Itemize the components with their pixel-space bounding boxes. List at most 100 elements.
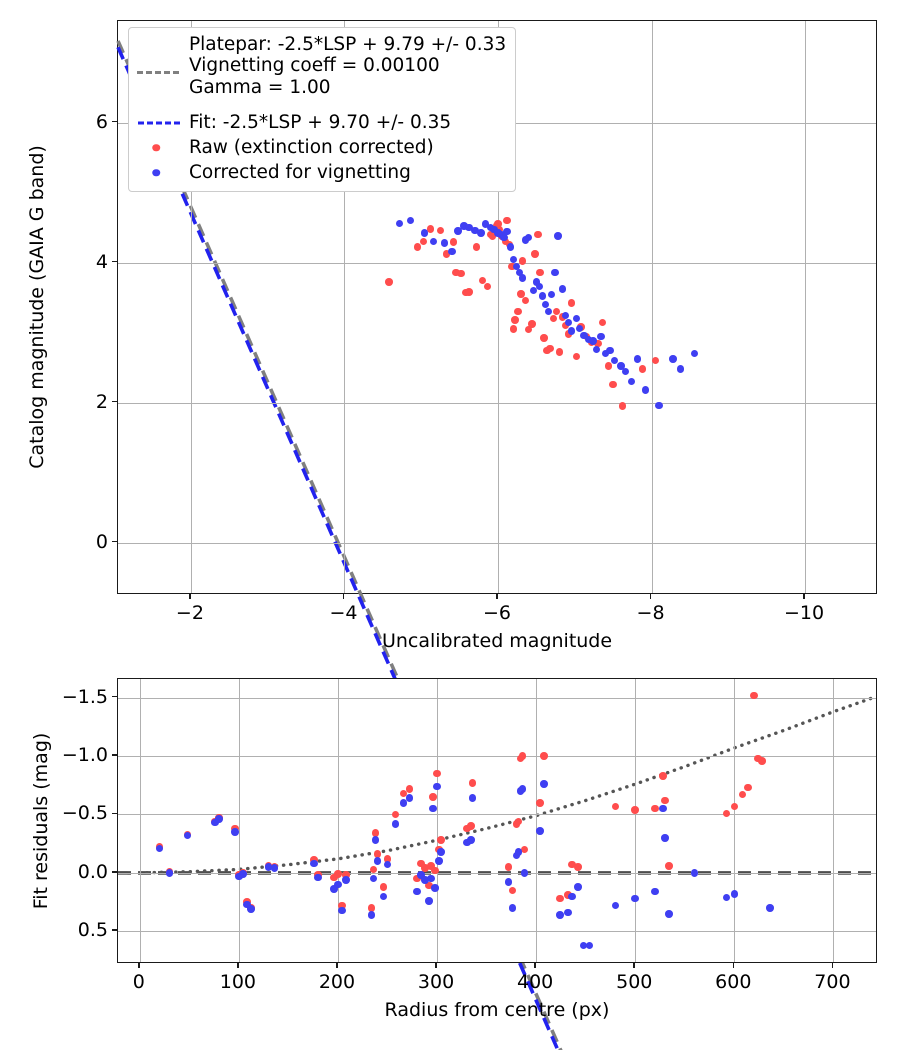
legend-key-raw bbox=[137, 138, 181, 158]
scatter-point bbox=[631, 806, 639, 814]
scatter-point bbox=[567, 327, 576, 335]
scatter-point bbox=[611, 802, 620, 811]
scatter-point bbox=[264, 863, 273, 871]
legend-label-platepar: Platepar: -2.5*LSP + 9.79 +/- 0.33 bbox=[189, 34, 507, 55]
tick-label-x: 400 bbox=[517, 971, 554, 993]
scatter-point bbox=[468, 794, 477, 802]
scatter-point bbox=[449, 238, 458, 246]
tick-label-x: 100 bbox=[219, 971, 257, 993]
tick-mark-y bbox=[112, 400, 117, 403]
scatter-point bbox=[621, 367, 630, 376]
scatter-point bbox=[514, 307, 522, 316]
tick-mark-x bbox=[496, 594, 498, 599]
legend-row-fit: Fit: -2.5*LSP + 9.70 +/- 0.35 bbox=[137, 110, 506, 135]
scatter-point bbox=[471, 226, 479, 235]
scatter-point bbox=[730, 802, 739, 811]
scatter-point bbox=[617, 362, 625, 370]
tick-label-x: −4 bbox=[329, 602, 358, 624]
tick-mark-x bbox=[137, 963, 140, 968]
scatter-point bbox=[638, 365, 647, 373]
gridline-vertical bbox=[498, 21, 499, 593]
legend-label-corrected: Corrected for vignetting bbox=[189, 161, 411, 183]
scatter-point bbox=[594, 339, 602, 348]
scatter-point bbox=[486, 223, 495, 232]
scatter-point bbox=[661, 834, 669, 842]
tick-mark-x bbox=[534, 963, 536, 968]
scatter-point bbox=[433, 769, 441, 778]
tick-label-x: 500 bbox=[616, 971, 653, 993]
scatter-point bbox=[310, 859, 318, 868]
scatter-point bbox=[437, 848, 445, 856]
scatter-point bbox=[405, 785, 414, 793]
gridline-vertical bbox=[238, 679, 240, 962]
tick-label-y: 0.0 bbox=[77, 860, 108, 883]
scatter-point bbox=[584, 335, 593, 344]
gridline-vertical bbox=[833, 679, 835, 962]
legend: Platepar: -2.5*LSP + 9.79 +/- 0.33 Vigne… bbox=[128, 27, 517, 192]
scatter-point bbox=[385, 278, 393, 286]
gridline-horizontal bbox=[118, 402, 876, 404]
scatter-point bbox=[535, 282, 544, 291]
scatter-point bbox=[431, 866, 439, 875]
scatter-point bbox=[463, 838, 471, 847]
gridline-vertical bbox=[734, 679, 736, 962]
scatter-point bbox=[665, 910, 673, 918]
scatter-point bbox=[758, 757, 766, 765]
scatter-point bbox=[529, 286, 538, 295]
scatter-point bbox=[722, 809, 731, 818]
scatter-point bbox=[651, 356, 660, 365]
scatter-dot-icon bbox=[152, 168, 160, 177]
scatter-point bbox=[633, 355, 642, 363]
scatter-point bbox=[508, 886, 517, 895]
scatter-point bbox=[738, 790, 746, 799]
tick-label-x: 700 bbox=[814, 971, 851, 993]
scatter-point bbox=[511, 316, 519, 324]
scatter-point bbox=[247, 905, 255, 913]
scatter-point bbox=[567, 299, 576, 307]
gridline-vertical bbox=[139, 679, 141, 962]
gridline-vertical bbox=[536, 679, 538, 962]
scatter-point bbox=[467, 836, 475, 844]
scatter-point bbox=[540, 752, 548, 760]
tick-mark-y bbox=[112, 812, 117, 815]
scatter-point bbox=[631, 894, 639, 903]
scatter-point bbox=[534, 230, 542, 239]
scatter-point bbox=[564, 908, 572, 917]
scatter-point bbox=[766, 904, 774, 912]
scatter-point bbox=[651, 887, 659, 896]
scatter-point bbox=[342, 871, 350, 879]
tick-label-x: −2 bbox=[175, 602, 204, 624]
scatter-point bbox=[597, 332, 605, 341]
scatter-point bbox=[518, 752, 527, 760]
residuals-overlay bbox=[118, 695, 878, 875]
scatter-point bbox=[426, 225, 435, 233]
x-axis-title: Uncalibrated magnitude bbox=[381, 630, 613, 652]
gridline-horizontal bbox=[118, 872, 876, 874]
scatter-point bbox=[579, 941, 588, 950]
scatter-point bbox=[425, 897, 433, 905]
scatter-point bbox=[371, 829, 380, 837]
scatter-point bbox=[572, 352, 581, 361]
gridline-vertical bbox=[805, 21, 807, 593]
tick-mark-x bbox=[649, 594, 652, 599]
tick-label-y: 0 bbox=[95, 530, 108, 553]
scatter-point bbox=[338, 901, 346, 910]
scatter-point bbox=[465, 223, 473, 232]
scatter-point bbox=[540, 780, 548, 788]
scatter-point bbox=[442, 250, 451, 258]
scatter-point bbox=[575, 324, 584, 333]
scatter-point bbox=[730, 890, 739, 898]
gridline-horizontal bbox=[118, 756, 876, 758]
scatter-point bbox=[452, 268, 460, 277]
scatter-point bbox=[744, 783, 752, 792]
scatter-point bbox=[369, 874, 378, 883]
tick-label-y: −0.5 bbox=[61, 802, 108, 825]
tick-mark-x bbox=[633, 963, 636, 968]
scatter-point bbox=[435, 857, 443, 865]
scatter-point bbox=[454, 227, 462, 235]
scatter-point bbox=[690, 869, 699, 877]
scatter-point bbox=[676, 365, 685, 373]
scatter-point bbox=[528, 320, 536, 328]
scatter-point bbox=[231, 828, 239, 836]
scatter-point bbox=[520, 845, 528, 854]
